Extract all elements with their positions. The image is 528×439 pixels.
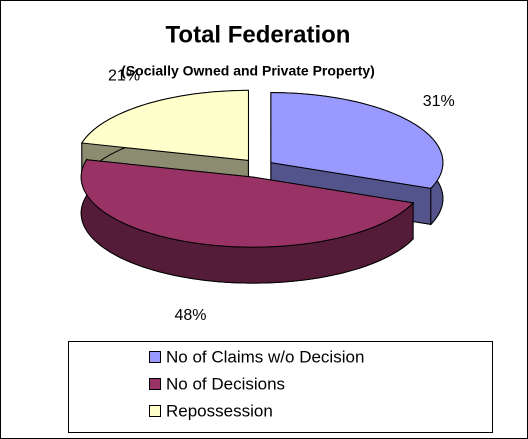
slice-top [80, 159, 415, 248]
slice-top [270, 92, 444, 189]
legend-label: Repossession [166, 401, 273, 420]
legend-swatch [149, 405, 161, 417]
legend-label: No of Decisions [166, 374, 285, 393]
value-label: 21% [108, 67, 140, 84]
legend-label: No of Claims w/o Decision [166, 347, 364, 366]
chart-subtitle: (Socially Owned and Private Property) [121, 63, 375, 79]
pie-slice [80, 157, 415, 284]
legend-swatch [149, 351, 161, 363]
value-label: 48% [174, 307, 206, 324]
legend-box [68, 341, 493, 433]
chart-title: Total Federation [166, 21, 351, 48]
slice-top [80, 89, 249, 161]
value-label: 31% [423, 93, 455, 110]
legend-swatch [149, 378, 161, 390]
